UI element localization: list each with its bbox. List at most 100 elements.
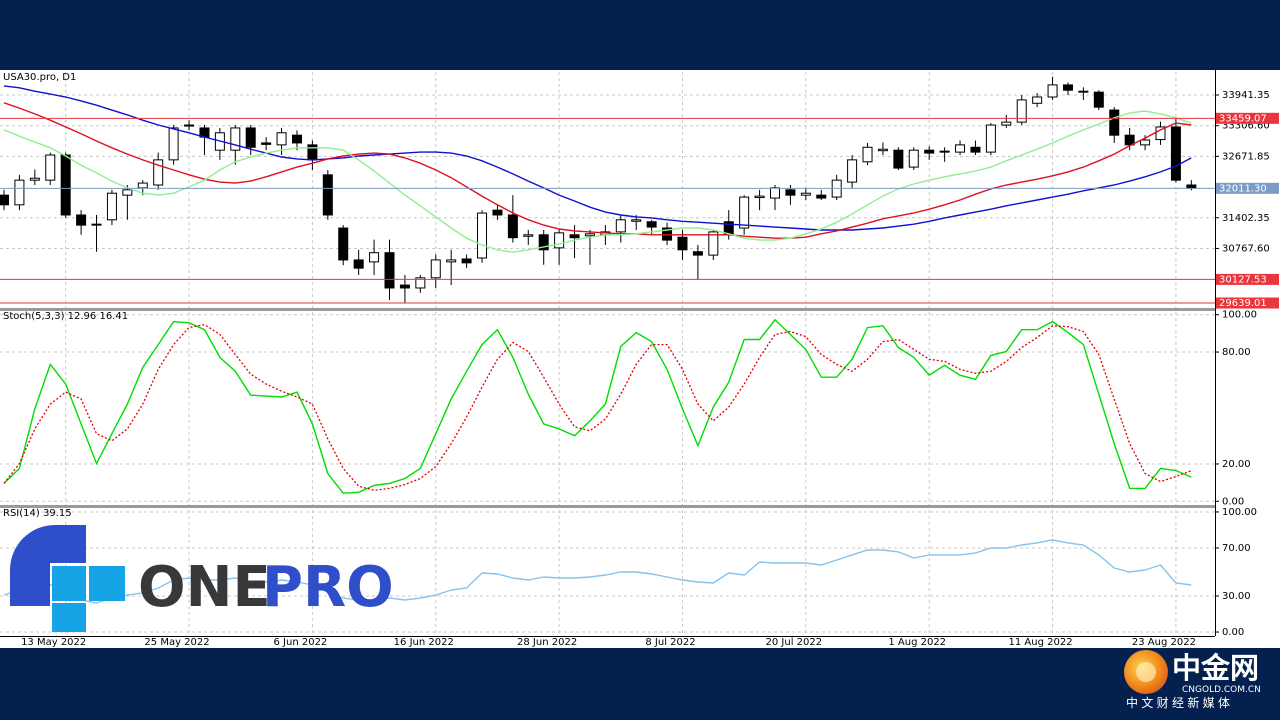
cngold-logo: 中金网 CNGOLD.COM.CN 中 文 财 经 新 媒 体 <box>1124 650 1261 710</box>
logo-circle-inner <box>1136 662 1156 682</box>
candle-body <box>353 259 364 269</box>
candle-body <box>800 192 811 196</box>
candle-body <box>847 159 858 183</box>
x-tick-label: 16 Jun 2022 <box>394 637 454 648</box>
x-tick-label: 28 Jun 2022 <box>517 637 577 648</box>
candle-body <box>754 195 765 199</box>
x-tick-label: 11 Aug 2022 <box>1009 637 1073 648</box>
candle-body <box>1124 134 1135 146</box>
x-tick-label: 20 Jul 2022 <box>766 637 823 648</box>
candle-body <box>492 209 503 216</box>
y-tick-label: 31402.35 <box>1222 213 1270 224</box>
x-tick-label: 23 Aug 2022 <box>1132 637 1196 648</box>
candle-body <box>939 150 950 153</box>
y-tick-label: 0.00 <box>1222 496 1244 507</box>
candle-body <box>106 192 117 221</box>
candle-body <box>1155 126 1166 141</box>
candle-body <box>1016 99 1027 123</box>
candle-body <box>322 174 333 216</box>
candle-body <box>908 149 919 168</box>
candle-body <box>399 284 410 289</box>
y-tick-label: 33306.60 <box>1222 121 1270 132</box>
x-tick-label: 6 Jun 2022 <box>274 637 328 648</box>
candle-body <box>507 214 518 239</box>
x-tick-label: 1 Aug 2022 <box>888 637 946 648</box>
candle-body <box>615 219 626 233</box>
candle-body <box>1062 84 1073 91</box>
y-tick-label: 0.00 <box>1222 627 1244 638</box>
y-tick-label: 80.00 <box>1222 347 1251 358</box>
onepro-logo: ONE PRO <box>10 525 394 632</box>
candle-body <box>893 149 904 169</box>
candle-body <box>338 227 349 261</box>
site-slogan: 中 文 财 经 新 媒 体 <box>1126 695 1230 710</box>
candle-body <box>29 177 40 181</box>
y-tick-label: 100.00 <box>1222 507 1257 518</box>
candle-body <box>692 251 703 256</box>
panel-title: USA30.pro, D1 <box>3 72 76 83</box>
candle-body <box>985 124 996 153</box>
candle-body <box>137 182 148 189</box>
level-label: 33459.07 <box>1219 113 1267 124</box>
candle-body <box>662 227 673 241</box>
line-series <box>3 110 1192 253</box>
line-series <box>3 323 1192 491</box>
logo-square <box>89 566 125 601</box>
candle-body <box>523 234 534 237</box>
panel-separator <box>0 308 1215 311</box>
candle-body <box>1093 91 1104 108</box>
candle-body <box>153 159 164 186</box>
candle-body <box>646 221 657 228</box>
candle-body <box>1032 96 1043 104</box>
candle-body <box>415 277 426 289</box>
line-series <box>3 85 1192 231</box>
candle-body <box>1078 90 1089 93</box>
candle-body <box>245 127 256 148</box>
y-tick-label: 100.00 <box>1222 310 1257 321</box>
terminal-area <box>0 70 1280 648</box>
candle-body <box>60 154 71 216</box>
logo-text: PRO <box>262 555 394 620</box>
candle-body <box>168 127 179 161</box>
candle-body <box>230 127 241 151</box>
candle-body <box>291 134 302 144</box>
candle-body <box>461 258 472 264</box>
candle-body <box>45 154 56 181</box>
candle-body <box>122 189 133 196</box>
logo-square <box>52 566 86 601</box>
x-tick-label: 8 Jul 2022 <box>645 637 695 648</box>
candle-body <box>76 214 87 226</box>
candle-body <box>14 179 25 206</box>
candle-body <box>584 233 595 237</box>
y-tick-label: 30.00 <box>1222 591 1251 602</box>
candle-body <box>1047 84 1058 98</box>
candle-body <box>0 194 9 206</box>
candle-body <box>970 146 981 153</box>
x-tick-label: 13 May 2022 <box>21 637 86 648</box>
x-tick-label: 25 May 2022 <box>144 637 209 648</box>
candle-body <box>569 234 580 239</box>
y-tick-label: 33941.35 <box>1222 90 1270 101</box>
level-label: 32011.30 <box>1219 183 1267 194</box>
y-tick-label: 30767.60 <box>1222 243 1270 254</box>
logo-shape <box>10 525 86 606</box>
candle-body <box>1170 126 1181 181</box>
y-tick-label: 20.00 <box>1222 459 1251 470</box>
candle-body <box>369 252 380 263</box>
candle-body <box>924 149 935 154</box>
candle-body <box>477 212 488 259</box>
candle-body <box>955 144 966 153</box>
site-name: 中金网 <box>1172 651 1259 685</box>
panel-separator <box>0 505 1215 508</box>
line-series <box>3 318 1192 494</box>
logo-text: ONE <box>138 555 271 620</box>
candle-body <box>1140 139 1151 146</box>
candle-body <box>708 231 719 256</box>
candle-body <box>538 234 549 251</box>
candle-body <box>446 259 457 263</box>
line-series <box>3 539 1192 604</box>
candle-body <box>877 148 888 152</box>
candle-body <box>816 194 827 199</box>
candle-body <box>554 232 565 249</box>
